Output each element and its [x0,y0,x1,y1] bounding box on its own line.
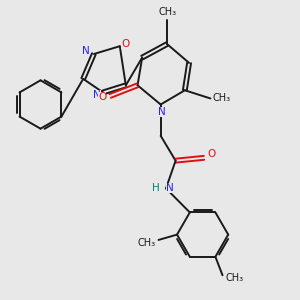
Text: CH₃: CH₃ [158,8,176,17]
Text: N: N [158,106,165,117]
Text: H: H [152,183,160,194]
Text: N: N [167,183,174,194]
Text: CH₃: CH₃ [213,94,231,103]
Text: O: O [207,149,215,159]
Text: O: O [121,39,130,49]
Text: O: O [98,92,106,102]
Text: N: N [93,90,101,100]
Text: N: N [82,46,90,56]
Text: CH₃: CH₃ [137,238,155,248]
Text: CH₃: CH₃ [226,273,244,283]
